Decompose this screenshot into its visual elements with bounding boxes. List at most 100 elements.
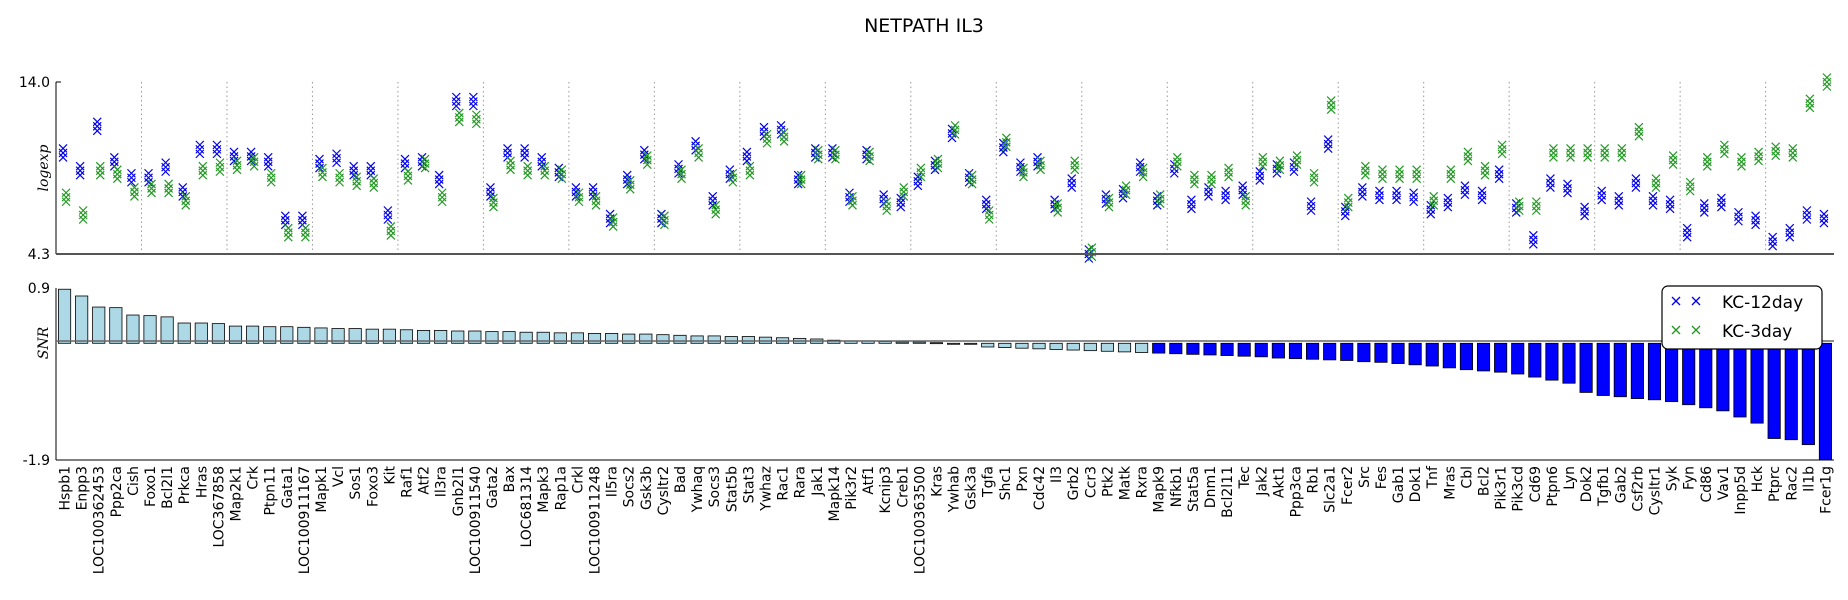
point-kc3-Stat5b [728,168,738,187]
point-kc3-Ywhaq [694,144,704,162]
gene-label-Tec: Tec [1237,466,1253,489]
point-kc3-Crk [249,152,259,171]
bar-Gata2 [485,331,499,344]
point-kc3-Map2k1 [232,156,242,175]
gene-label-Gata1: Gata1 [280,466,296,508]
point-kc12-Tgfb1 [1597,186,1607,205]
gene-label-Fes: Fes [1374,466,1390,489]
point-kc3-Dnm1 [1207,170,1216,189]
bar-Gab1 [1391,342,1405,364]
bar-Pik3cd [1511,342,1525,375]
point-kc12-Gab1 [1392,186,1401,205]
legend-box [1661,285,1823,350]
point-kc12-Ppp2ca [109,152,119,171]
point-kc3-Akt1 [1275,156,1285,175]
point-kc3-Stat3 [745,161,755,180]
gene-label-Bcl2: Bcl2 [1477,466,1493,496]
point-kc3-Dok2 [1583,144,1593,162]
point-kc3-Il5ra [608,213,618,232]
bar-Il5ra [605,333,619,344]
point-kc3-LOC367858 [215,158,225,177]
gene-label-Prkca: Prkca [177,466,193,504]
point-kc12-Tec [1238,181,1248,200]
bar-Csf2rb [1630,342,1644,399]
top-gridlines [140,82,1767,254]
gene-label-Il1b: Il1b [1801,466,1817,492]
gene-label-Matk: Matk [1118,465,1134,500]
point-kc3-Rxra [1138,163,1148,182]
gene-label-Cd69: Cd69 [1528,466,1544,502]
point-kc3-Cd86 [1702,152,1712,171]
point-kc12-LOC681314 [520,144,530,162]
bar-Atf2 [417,329,431,344]
bar-Stat5b [724,336,738,344]
point-kc12-Hras [195,140,205,159]
bar-Cysltr2 [656,334,670,344]
gene-label-Ppp3ca: Ppp3ca [1288,466,1304,517]
gene-label-Stat5a: Stat5a [1186,466,1202,512]
gene-label-Hck: Hck [1750,465,1766,492]
chart-title: NETPATH IL3 [864,15,984,37]
point-kc12-Ptprc [1768,232,1778,251]
point-kc12-Ptpn6 [1545,174,1555,192]
point-kc3-Il3 [1053,198,1063,217]
point-kc3-Dok1 [1412,165,1422,184]
point-kc3-Jak2 [1258,152,1268,171]
bottom-ytick-min: -1.9 [23,453,50,469]
point-kc12-Fyn [1682,223,1692,242]
point-kc12-Hspb1 [58,144,68,162]
gene-label-Foxo3: Foxo3 [365,466,381,507]
bar-Nfkb1 [1169,342,1183,355]
bar-Ptpn11 [263,326,277,344]
gene-label-Ccr3: Ccr3 [1083,466,1099,498]
bar-Il3ra [434,329,448,344]
bar-Bax [502,331,516,344]
point-kc3-Tgfa [984,206,994,224]
point-kc12-Foxo1 [144,168,153,187]
gene-label-Raf1: Raf1 [399,466,415,498]
gene-label-Nfkb1: Nfkb1 [1169,466,1185,507]
bar-Tec [1237,342,1251,357]
point-kc3-Prkca [181,191,191,210]
bar-Vav1 [1716,342,1730,412]
gene-label-Ptk2: Ptk2 [1100,466,1116,497]
point-kc12-Pik3r1 [1494,165,1504,184]
point-kc12-Slc2a1 [1323,135,1333,153]
top-panel: 14.0 4.3 logexp [19,73,1834,263]
point-kc12-Ptpn11 [263,152,273,171]
bar-Rap1a [553,332,567,344]
bottom-ylabel: SNR [36,326,52,359]
gene-label-Ptprc: Ptprc [1767,466,1783,502]
gene-label-Grb2: Grb2 [1066,466,1082,500]
gene-label-Inpp5d: Inpp5d [1733,466,1749,515]
point-kc12-Socs3 [708,191,718,210]
point-kc3-Mapk1 [318,163,327,182]
gene-label-Socs2: Socs2 [622,466,638,507]
gene-label-Gab2: Gab2 [1613,466,1629,503]
point-kc3-Matk [1121,181,1131,200]
bar-Fyn [1682,342,1696,406]
gene-label-Socs3: Socs3 [707,466,723,507]
bar-Fcer1g [1818,342,1833,461]
gene-label-Cd86: Cd86 [1699,466,1715,503]
point-kc3-Gata1 [283,223,293,242]
gene-label-Vcl: Vcl [331,466,347,487]
gene-label-Stat3: Stat3 [741,466,757,503]
gene-label-Hspb1: Hspb1 [58,466,74,511]
bar-Jak2 [1254,342,1268,358]
point-kc3-Gnb2l1 [454,108,464,127]
gene-label-Crkl: Crkl [570,466,586,494]
legend-label-kc3: KC-3day [1722,322,1792,342]
point-kc12-Bcl2l11 [1221,186,1231,205]
bar-Map2k1 [228,325,243,344]
bar-Cd69 [1528,342,1542,378]
point-kc12-Il3ra [434,170,444,189]
point-kc3-Gab1 [1395,165,1404,184]
bar-Bcl2 [1476,342,1491,372]
gene-label-Cdc42: Cdc42 [1032,466,1048,510]
point-kc12-Cd86 [1699,198,1709,217]
point-kc3-LOC681314 [523,161,533,180]
gene-label-Gsk3a: Gsk3a [964,466,980,510]
point-kc3-Fes [1378,165,1387,184]
point-kc3-Gab2 [1617,144,1627,162]
